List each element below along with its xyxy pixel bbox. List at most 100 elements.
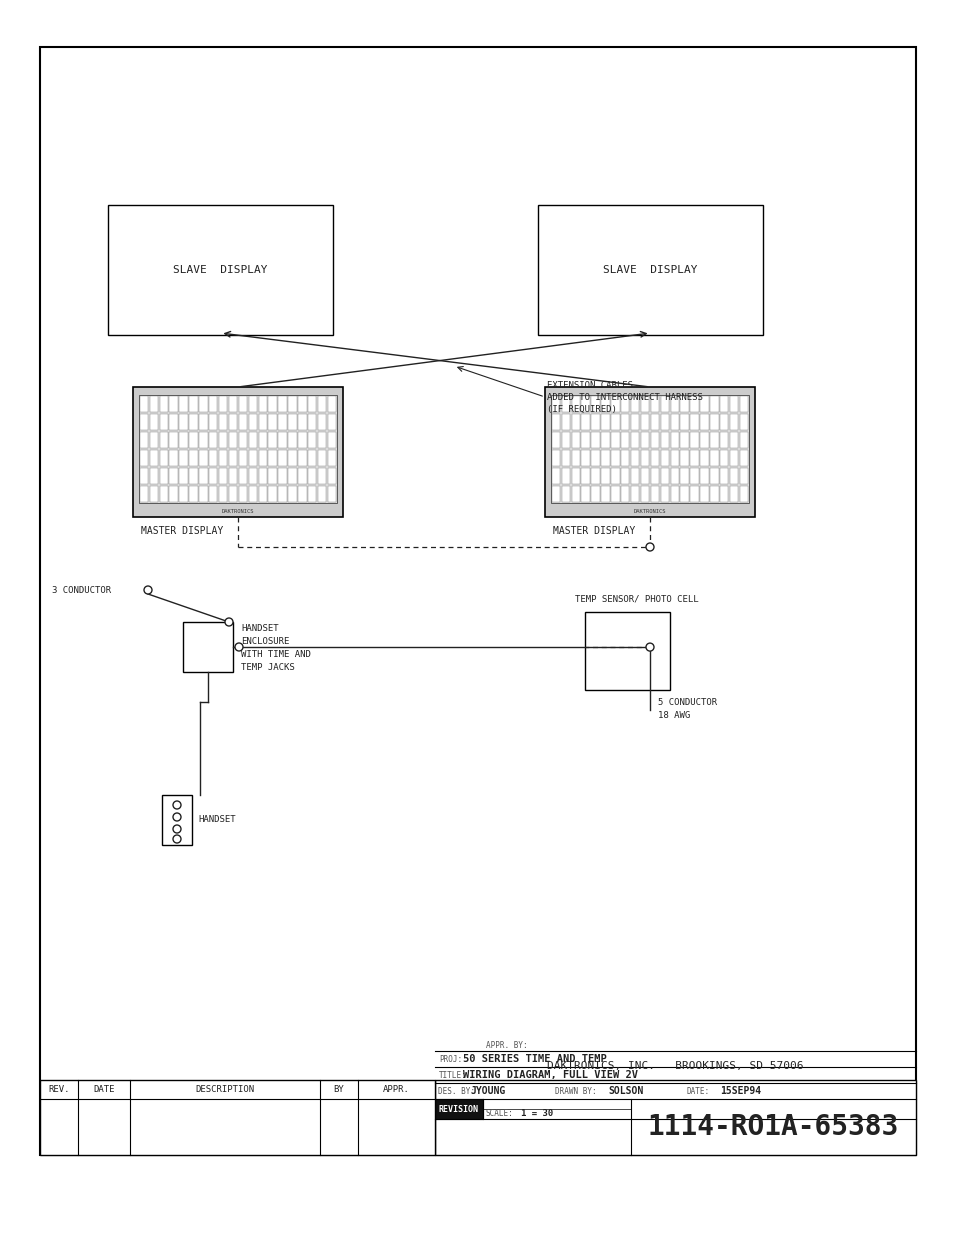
Bar [720,468,728,484]
Text: 3 CONDUCTOR: 3 CONDUCTOR [52,585,111,594]
Bar [179,432,188,447]
Bar [162,795,192,845]
Bar [551,468,559,484]
Bar [179,468,188,484]
Bar [729,451,738,466]
Bar [729,415,738,430]
Bar [209,396,217,411]
Bar [630,468,639,484]
Text: 5 CONDUCTOR: 5 CONDUCTOR [658,698,717,706]
Bar [150,487,158,501]
Bar [679,468,688,484]
Bar [660,432,668,447]
Circle shape [172,835,181,844]
Bar [140,432,148,447]
Text: 1 = 30: 1 = 30 [520,1109,553,1119]
Bar [328,432,335,447]
Bar [591,415,599,430]
Bar [650,432,659,447]
Bar [199,468,208,484]
Bar [620,415,629,430]
Bar [740,396,747,411]
Bar [199,432,208,447]
Bar [660,415,668,430]
Bar [219,487,227,501]
Bar [229,487,237,501]
Bar [591,487,599,501]
Bar [139,395,336,503]
Bar [179,487,188,501]
Bar [209,487,217,501]
Text: SLAVE  DISPLAY: SLAVE DISPLAY [602,266,697,275]
Bar [740,415,747,430]
Bar [308,451,316,466]
Bar [288,415,296,430]
Bar [670,432,679,447]
Bar [278,432,287,447]
Circle shape [172,802,181,809]
Text: DATE:: DATE: [686,1087,709,1095]
Bar [278,396,287,411]
Bar [630,487,639,501]
Bar [317,415,326,430]
Text: ENCLOSURE: ENCLOSURE [241,636,289,646]
Circle shape [645,643,654,651]
Bar [140,468,148,484]
Bar [544,387,754,517]
Bar [561,396,569,411]
Bar [258,468,267,484]
Bar [740,432,747,447]
Text: MASTER DISPLAY: MASTER DISPLAY [141,526,223,536]
Bar [611,451,618,466]
Bar [670,396,679,411]
Bar [679,415,688,430]
Text: BY: BY [334,1086,344,1094]
Bar [150,415,158,430]
Bar [268,468,276,484]
Bar [249,451,256,466]
Bar [189,396,197,411]
Bar [288,451,296,466]
Bar [690,468,698,484]
Bar [308,396,316,411]
Text: SCALE:: SCALE: [485,1109,514,1119]
Bar [159,396,168,411]
Bar [150,432,158,447]
Bar [219,396,227,411]
Bar [140,451,148,466]
Bar [328,451,335,466]
Bar [740,451,747,466]
Bar [268,451,276,466]
Bar [561,487,569,501]
Bar [551,487,559,501]
Bar [729,396,738,411]
Bar [249,487,256,501]
Bar [238,415,247,430]
Bar [189,432,197,447]
Bar [249,468,256,484]
Bar [640,415,649,430]
Bar [551,395,748,503]
Bar [670,468,679,484]
Bar [640,432,649,447]
Bar [630,396,639,411]
Bar [435,1099,482,1119]
Circle shape [234,643,243,651]
Bar [199,396,208,411]
Bar [571,432,579,447]
Bar [660,468,668,484]
Text: TEMP JACKS: TEMP JACKS [241,662,294,672]
Bar [720,415,728,430]
Text: ADDED TO INTERCONNECT HARNESS: ADDED TO INTERCONNECT HARNESS [546,393,702,401]
Bar [170,487,177,501]
Bar [159,432,168,447]
Circle shape [144,585,152,594]
Bar [199,451,208,466]
Bar [288,468,296,484]
Bar [159,451,168,466]
Bar [317,487,326,501]
Text: EXTENSION CABLES: EXTENSION CABLES [546,380,633,389]
Text: DAKTRONICS: DAKTRONICS [633,509,665,514]
Bar [288,487,296,501]
Bar [591,396,599,411]
